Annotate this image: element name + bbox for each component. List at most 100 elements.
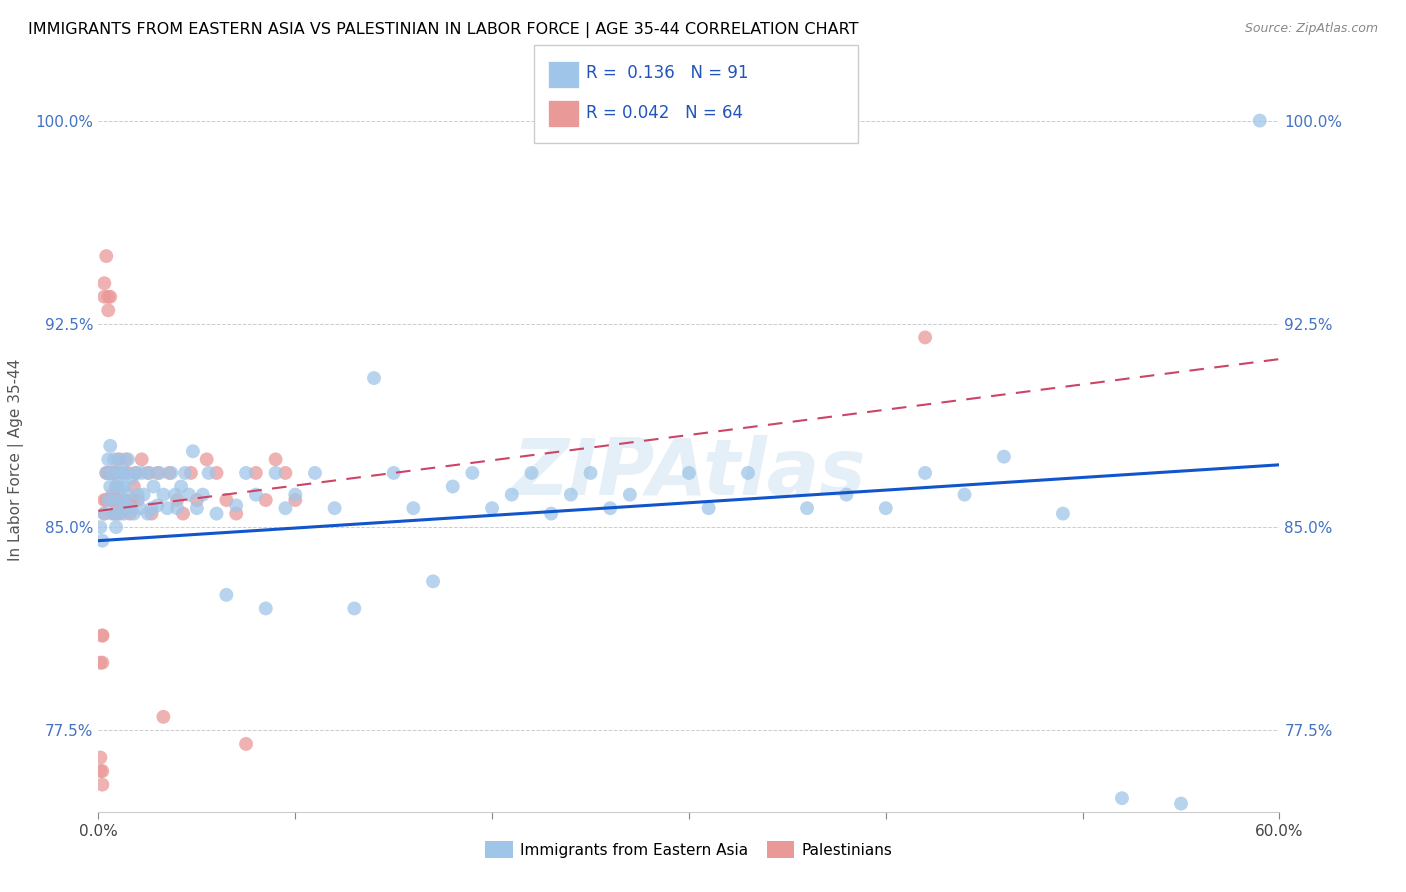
Point — [101, 466, 124, 480]
Point — [422, 574, 444, 589]
Point — [264, 452, 287, 467]
Point — [254, 601, 277, 615]
Point — [131, 466, 153, 480]
Point — [136, 466, 159, 480]
Point — [172, 507, 194, 521]
Point — [146, 499, 169, 513]
Text: ZIPAtlas: ZIPAtlas — [512, 435, 866, 511]
Point — [91, 778, 114, 792]
Point — [461, 466, 484, 480]
Point — [115, 466, 138, 480]
Point — [186, 501, 208, 516]
Point — [245, 487, 267, 501]
Point — [1249, 113, 1271, 128]
Point — [382, 466, 405, 480]
Point — [112, 493, 135, 508]
Point — [96, 466, 118, 480]
Point — [91, 628, 114, 642]
Point — [166, 501, 188, 516]
Point — [91, 628, 114, 642]
Point — [97, 303, 120, 318]
Point — [796, 501, 818, 516]
Point — [93, 507, 115, 521]
Point — [132, 487, 155, 501]
Point — [264, 466, 287, 480]
Point — [520, 466, 543, 480]
Point — [274, 501, 297, 516]
Point — [235, 737, 257, 751]
Point — [174, 466, 197, 480]
Point — [91, 764, 114, 778]
Point — [125, 466, 148, 480]
Point — [254, 493, 277, 508]
Point — [142, 479, 165, 493]
Point — [235, 466, 257, 480]
Point — [993, 450, 1015, 464]
Point — [323, 501, 346, 516]
Point — [103, 466, 125, 480]
Point — [363, 371, 385, 385]
Point — [274, 466, 297, 480]
Point — [93, 507, 115, 521]
Point — [127, 487, 149, 501]
Point — [117, 452, 139, 467]
Point — [835, 487, 858, 501]
Point — [89, 656, 111, 670]
Point — [166, 493, 188, 508]
Point — [191, 487, 214, 501]
Point — [101, 487, 124, 501]
Point — [1052, 507, 1074, 521]
Point — [170, 479, 193, 493]
Point — [141, 501, 163, 516]
Text: IMMIGRANTS FROM EASTERN ASIA VS PALESTINIAN IN LABOR FORCE | AGE 35-44 CORRELATI: IMMIGRANTS FROM EASTERN ASIA VS PALESTIN… — [28, 22, 859, 38]
Point — [101, 507, 124, 521]
Point — [89, 764, 111, 778]
Point — [93, 290, 115, 304]
Point — [97, 290, 120, 304]
Point — [91, 656, 114, 670]
Point — [125, 466, 148, 480]
Point — [284, 487, 307, 501]
Point — [146, 466, 169, 480]
Point — [101, 493, 124, 508]
Point — [97, 466, 120, 480]
Point — [112, 507, 135, 521]
Point — [111, 466, 134, 480]
Point — [197, 466, 219, 480]
Point — [98, 466, 121, 480]
Point — [678, 466, 700, 480]
Point — [122, 507, 145, 521]
Point — [875, 501, 897, 516]
Point — [108, 493, 131, 508]
Point — [97, 493, 120, 508]
Point — [111, 493, 134, 508]
Point — [103, 507, 125, 521]
Point — [560, 487, 582, 501]
Point — [115, 499, 138, 513]
Point — [697, 501, 720, 516]
Point — [225, 499, 247, 513]
Point — [579, 466, 602, 480]
Point — [481, 501, 503, 516]
Point — [103, 493, 125, 508]
Point — [107, 452, 129, 467]
Point — [284, 493, 307, 508]
Point — [97, 452, 120, 467]
Point — [127, 493, 149, 508]
Point — [1111, 791, 1133, 805]
Point — [1170, 797, 1192, 811]
Point — [165, 487, 187, 501]
Point — [93, 276, 115, 290]
Point — [108, 479, 131, 493]
Point — [195, 452, 218, 467]
Point — [118, 507, 141, 521]
Point — [107, 507, 129, 521]
Point — [402, 501, 425, 516]
Point — [105, 479, 128, 493]
Point — [105, 520, 128, 534]
Point — [108, 507, 131, 521]
Point — [96, 493, 118, 508]
Point — [91, 533, 114, 548]
Point — [181, 444, 204, 458]
Point — [122, 479, 145, 493]
